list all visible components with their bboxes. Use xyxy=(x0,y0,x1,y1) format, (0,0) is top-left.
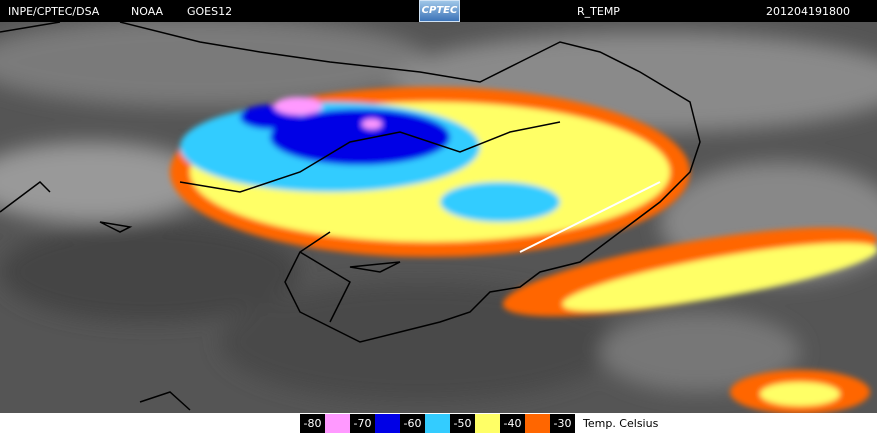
agency: NOAA xyxy=(131,5,164,18)
legend: Temp. Celsius -80 -70 -60 -50 -40 -30 xyxy=(0,413,877,434)
legend-swatch xyxy=(475,414,500,433)
legend-swatch xyxy=(525,414,550,433)
legend-label: -60 xyxy=(400,414,425,433)
legend-swatch xyxy=(375,414,400,433)
product: R_TEMP xyxy=(577,5,620,18)
cloud-tops xyxy=(170,87,877,413)
satellite-image xyxy=(0,22,877,413)
satellite: GOES12 xyxy=(187,5,233,18)
legend-label: -50 xyxy=(450,414,475,433)
header-bar: INPE/CPTEC/DSA NOAA GOES12 CPTEC R_TEMP … xyxy=(0,0,877,22)
logo: CPTEC xyxy=(419,0,460,22)
legend-unit: Temp. Celsius xyxy=(583,417,659,430)
lagoon xyxy=(519,181,661,253)
coastlines xyxy=(0,22,701,411)
legend-label: -70 xyxy=(350,414,375,433)
timestamp: 201204191800 xyxy=(766,5,850,18)
source: INPE/CPTEC/DSA xyxy=(8,5,100,18)
legend-label: -80 xyxy=(300,414,325,433)
legend-label: -40 xyxy=(500,414,525,433)
legend-swatch xyxy=(325,414,350,433)
legend-swatch xyxy=(425,414,450,433)
legend-label: -30 xyxy=(550,414,575,433)
